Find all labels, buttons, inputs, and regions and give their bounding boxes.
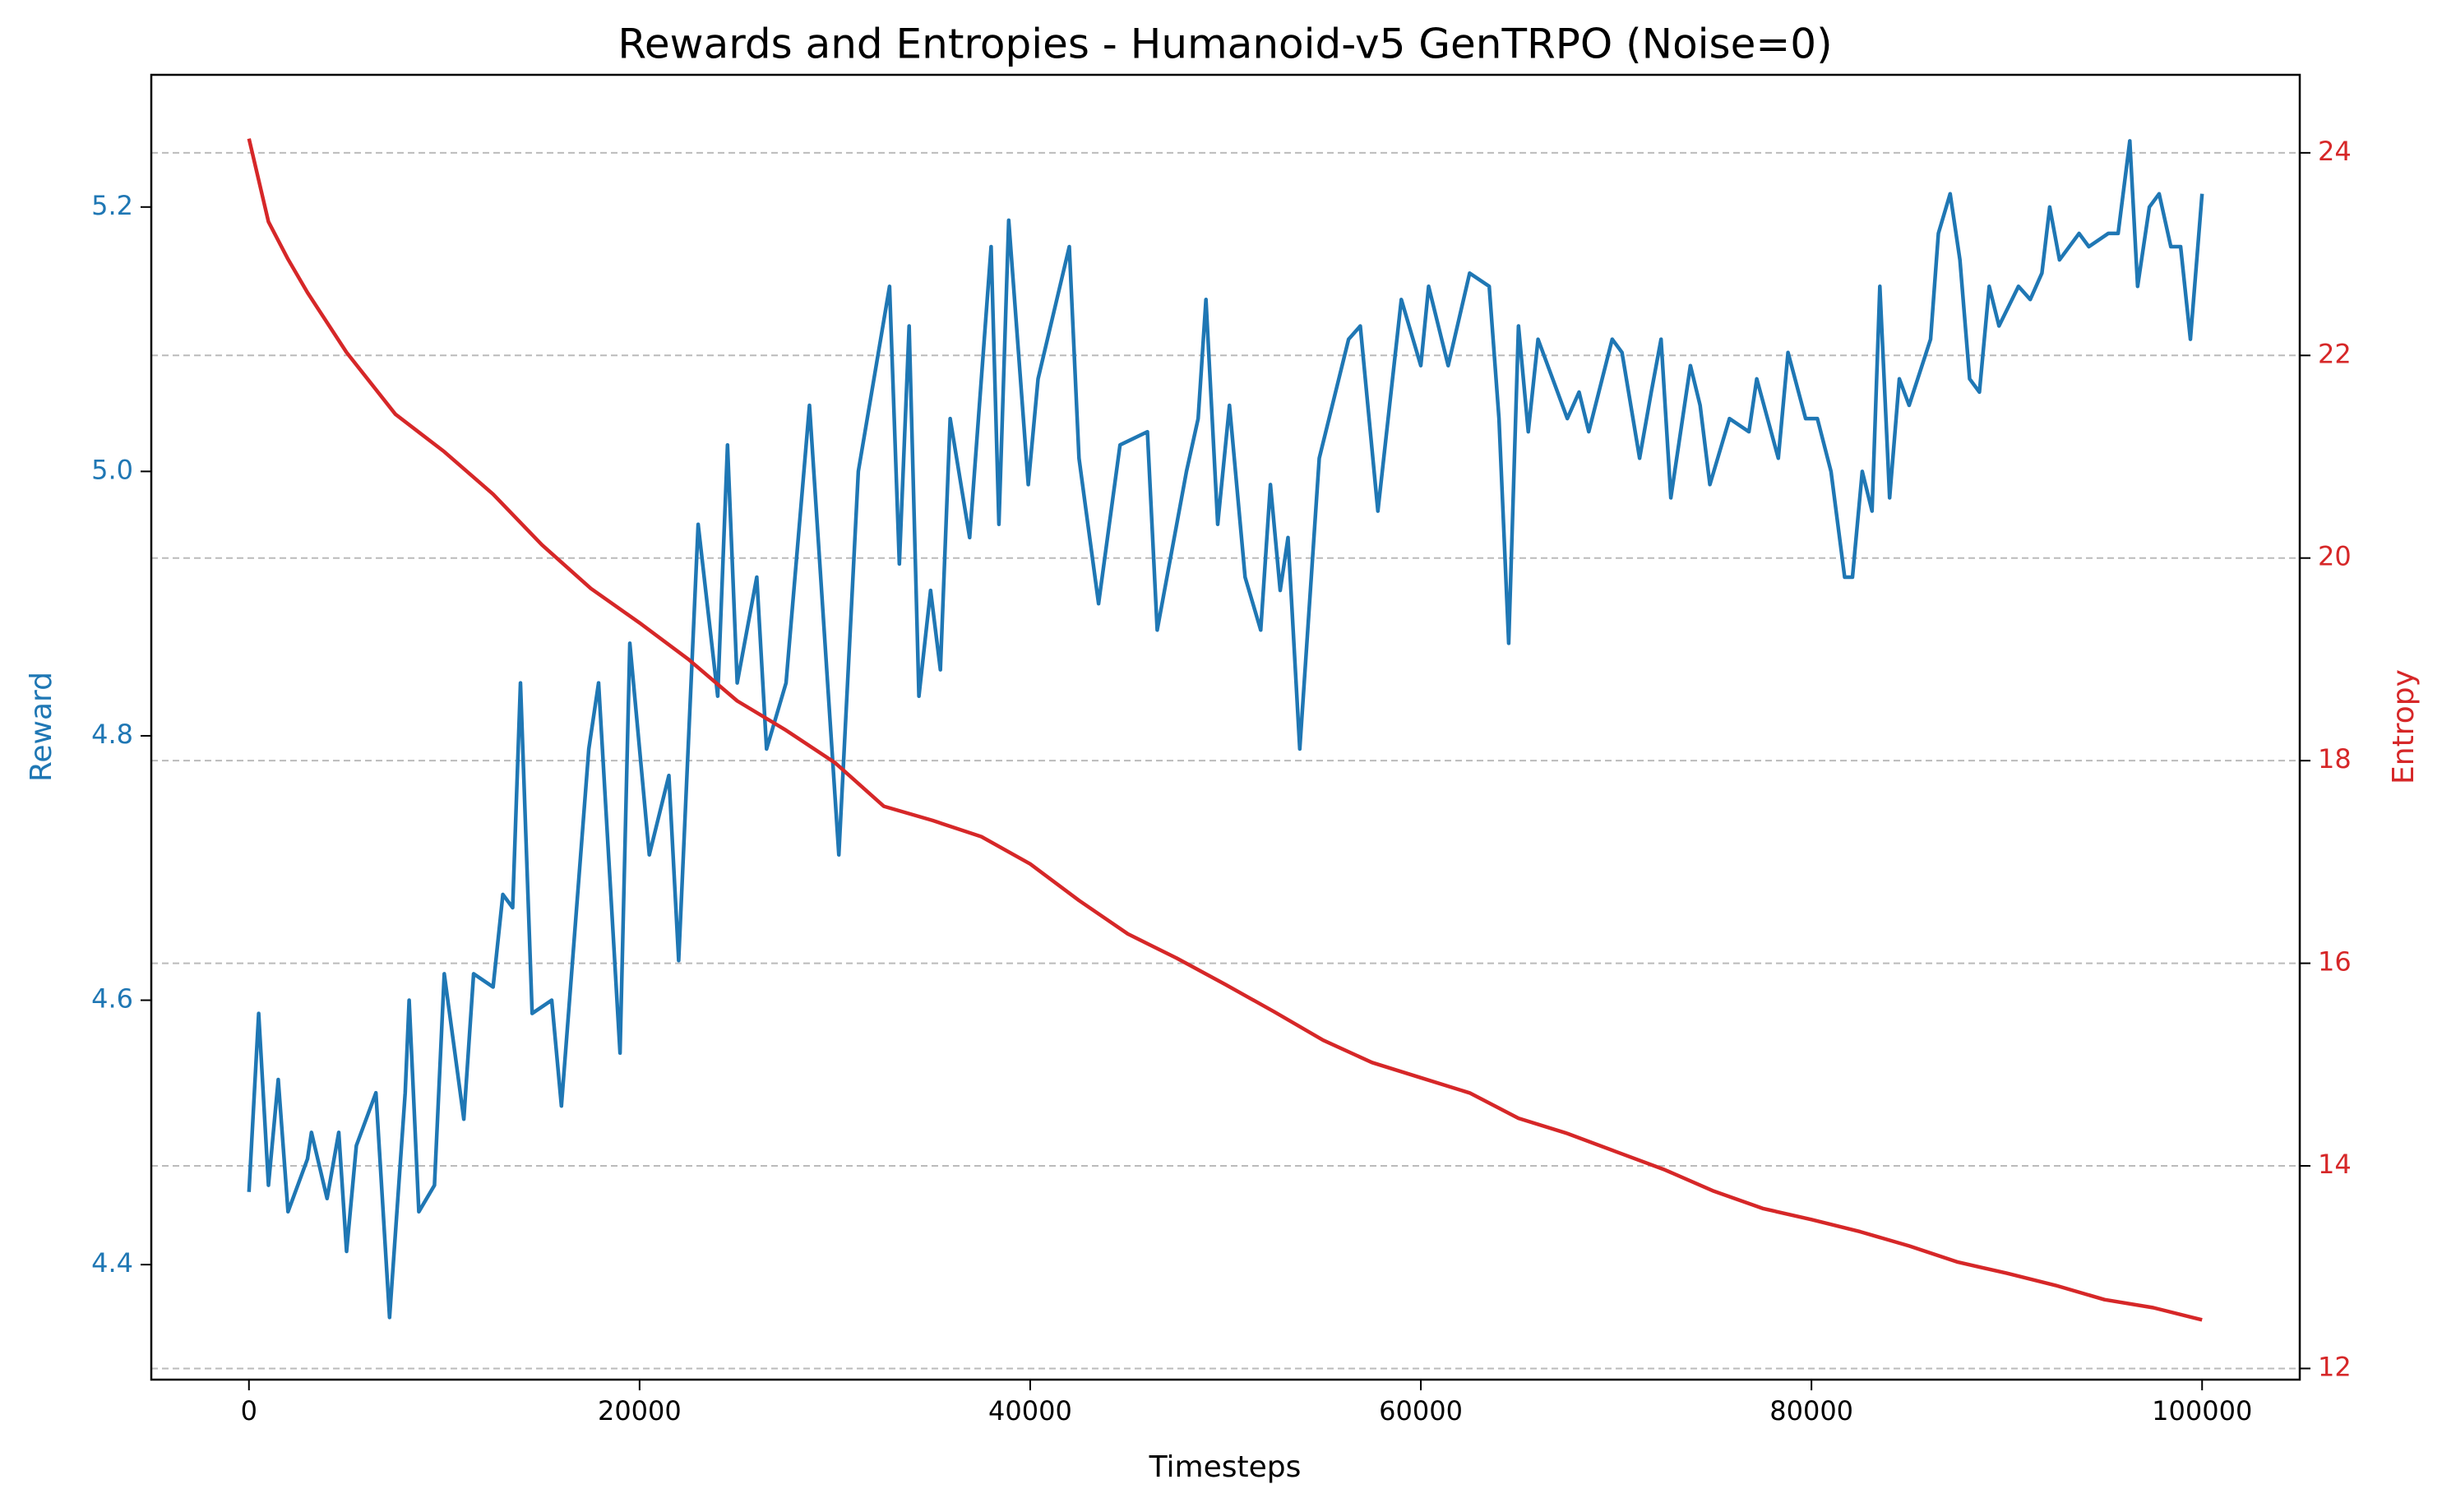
plot-frame xyxy=(150,73,2301,1381)
y2-tick-label: 12 xyxy=(2318,1351,2352,1382)
y2-tick-label: 20 xyxy=(2318,541,2352,572)
x-tick-label: 20000 xyxy=(598,1395,682,1426)
x-tick-label: 80000 xyxy=(1769,1395,1853,1426)
x-tick-label: 40000 xyxy=(988,1395,1072,1426)
y2-tick-label: 24 xyxy=(2318,136,2352,167)
y-tick-label: 4.6 xyxy=(91,983,133,1015)
data-line xyxy=(247,139,2204,1320)
data-line xyxy=(247,138,2203,1322)
y2-tick-label: 22 xyxy=(2318,338,2352,369)
x-tick-label: 100000 xyxy=(2152,1395,2252,1426)
y2-axis-label: Entropy xyxy=(2387,669,2421,784)
y-axis-label: Reward xyxy=(25,672,58,782)
y2-tick-label: 14 xyxy=(2318,1149,2352,1180)
y2-tick-label: 16 xyxy=(2318,946,2352,978)
chart-title: Rewards and Entropies - Humanoid-v5 GenT… xyxy=(617,21,1832,68)
x-tick-label: 0 xyxy=(241,1395,257,1426)
x-tick-label: 60000 xyxy=(1379,1395,1463,1426)
y-tick-label: 5.2 xyxy=(91,190,133,221)
x-axis-label: Timesteps xyxy=(1149,1450,1302,1484)
y2-tick-label: 18 xyxy=(2318,743,2352,774)
y-tick-label: 5.0 xyxy=(91,454,133,485)
y-tick-label: 4.8 xyxy=(91,719,133,750)
y-tick-label: 4.4 xyxy=(91,1247,133,1278)
